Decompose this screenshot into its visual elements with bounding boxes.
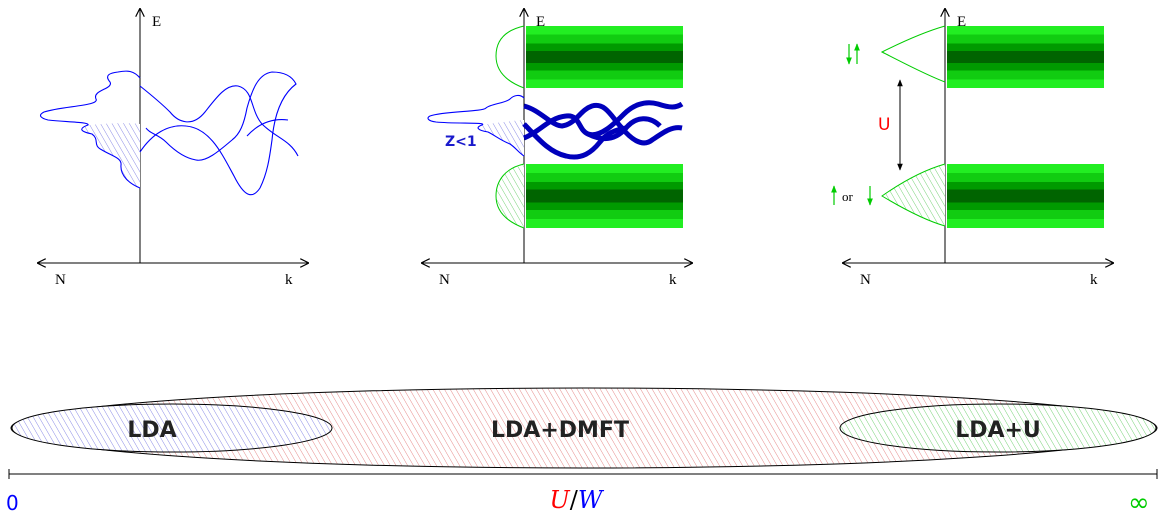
- ratio-numerator: U: [550, 486, 571, 514]
- band-curve-1: [139, 85, 299, 157]
- panel-ldau: E N k U or: [831, 9, 1113, 288]
- regime-map: LDA LDA+DMFT LDA+U: [10, 387, 1158, 469]
- lower-hubbard-band: [526, 164, 683, 228]
- scale-ratio-label: U/W: [550, 486, 605, 514]
- scale-end-label: ∞: [1128, 488, 1150, 518]
- dos-axis-label: N: [439, 272, 450, 288]
- energy-axis-label: E: [536, 14, 545, 30]
- k-axis-label: k: [1090, 272, 1098, 288]
- band-curve-4: [246, 119, 289, 137]
- lda-regime-label: LDA: [127, 418, 176, 443]
- lower-hubbard-dos-fill: [496, 164, 524, 228]
- upper-hubbard-band: [526, 26, 683, 88]
- upper-band: [947, 26, 1104, 88]
- k-axis-label: k: [285, 272, 293, 288]
- panel-dmft: E N k Z<1: [422, 9, 692, 288]
- upper-band-dos: [880, 25, 946, 83]
- energy-axis-label: E: [152, 14, 161, 30]
- lower-band: [947, 164, 1104, 228]
- qp-band-1: [523, 102, 683, 146]
- dmft-regime-ellipse: [10, 387, 1158, 469]
- interaction-scale: 0 U/W ∞: [6, 469, 1158, 518]
- dos-axis-label: N: [55, 272, 66, 288]
- quasiparticle-weight-label: Z<1: [445, 134, 477, 150]
- k-axis-label: k: [669, 272, 677, 288]
- dos-occupied-fill: [81, 123, 140, 188]
- scale-start-label: 0: [6, 491, 19, 515]
- upper-hubbard-dos: [495, 25, 525, 89]
- qp-band-3: [522, 122, 627, 160]
- qp-band-2: [523, 100, 684, 141]
- lower-band-dos-fill: [882, 164, 945, 226]
- ldau-regime-label: LDA+U: [955, 418, 1041, 443]
- qp-dos-fill: [478, 120, 524, 156]
- ldau-regime-ellipse: [839, 403, 1157, 453]
- qp-band-4: [586, 116, 662, 141]
- qp-dos-curve: [427, 94, 525, 157]
- dmft-regime-label: LDA+DMFT: [491, 418, 629, 443]
- hubbard-u-label: U: [878, 115, 890, 135]
- band-curve-2: [139, 71, 297, 196]
- band-curve-3: [145, 127, 233, 161]
- ratio-denominator: W: [578, 486, 605, 514]
- lda-regime-ellipse: [11, 403, 333, 453]
- lower-hubbard-dos: [495, 163, 525, 229]
- lower-band-dos: [881, 163, 946, 227]
- panel-lda: E N k: [38, 9, 308, 288]
- dos-axis-label: N: [860, 272, 871, 288]
- spin-or-label: or: [842, 189, 854, 204]
- energy-axis-label: E: [957, 14, 966, 30]
- ratio-slash: /: [570, 486, 579, 514]
- dos-curve: [39, 70, 141, 189]
